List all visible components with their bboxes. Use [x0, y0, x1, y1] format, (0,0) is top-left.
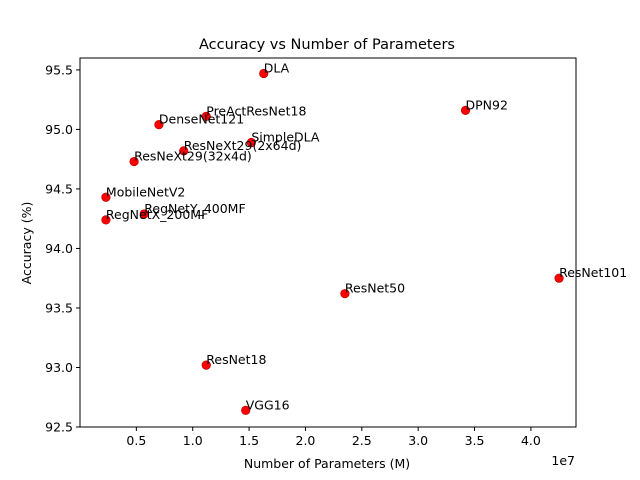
- data-point-label: DenseNet121: [159, 112, 244, 127]
- x-tick-label: 3.5: [465, 433, 485, 448]
- data-point-label: SimpleDLA: [251, 130, 320, 145]
- plot-area: 0.5 1.0 1.5 2.0 2.5 3.0 3.5 4.0 92.5 93.0 93.5 94.0…: [45, 57, 627, 448]
- x-tick-label: 1.5: [239, 433, 259, 448]
- data-point-label: ResNeXt29(32x4d): [134, 149, 252, 164]
- y-tick-label: 94.0: [45, 241, 73, 256]
- chart-title: Accuracy vs Number of Parameters: [199, 37, 455, 53]
- data-point: [241, 405, 251, 415]
- y-tick-label: 94.5: [45, 181, 73, 196]
- data-point-label: MobileNetV2: [106, 184, 185, 199]
- data-point-label: ResNet101: [559, 265, 627, 280]
- data-point: [340, 289, 350, 299]
- data-point: [139, 209, 149, 219]
- y-tick-label: 93.5: [45, 300, 73, 315]
- x-tick-label: 3.0: [408, 433, 428, 448]
- data-point: [154, 120, 164, 130]
- data-point: [179, 146, 189, 156]
- data-point: [554, 273, 564, 283]
- x-axis-offset-label: 1e7: [551, 453, 575, 468]
- data-point-label: ResNet50: [345, 281, 405, 296]
- data-point: [201, 360, 211, 370]
- y-tick-label: 95.5: [45, 62, 73, 77]
- data-point-label: DPN92: [466, 97, 508, 112]
- y-axis-title: Accuracy (%): [19, 202, 34, 285]
- data-point: [101, 215, 111, 225]
- data-point-label: VGG16: [246, 397, 290, 412]
- data-point-label: RegNetX_200MF: [106, 207, 208, 222]
- data-point: [246, 137, 256, 148]
- data-point: [460, 105, 471, 115]
- x-axis-title: Number of Parameters (M): [244, 456, 410, 471]
- y-tick-label: 95.0: [45, 122, 73, 137]
- x-tick-label: 2.5: [352, 433, 372, 448]
- data-point-label: DLA: [264, 60, 290, 75]
- data-point-label: PreActResNet18: [206, 103, 306, 118]
- data-point: [101, 192, 111, 202]
- plot-frame: [79, 57, 577, 428]
- x-tick-label: 2.0: [296, 433, 316, 448]
- x-tick-label: 4.0: [521, 433, 541, 448]
- y-tick-label: 93.0: [45, 360, 73, 375]
- data-point: [201, 111, 211, 121]
- x-tick-label: 1.0: [183, 433, 203, 448]
- data-point-label: RegNetY_400MF: [144, 201, 245, 216]
- x-tick-label: 0.5: [126, 433, 146, 448]
- data-point: [259, 68, 269, 79]
- data-point: [129, 156, 139, 167]
- y-tick-label: 92.5: [45, 420, 73, 435]
- data-point-label: ResNeXt29(2x64d): [184, 138, 302, 153]
- data-point-label: ResNet18: [206, 352, 266, 367]
